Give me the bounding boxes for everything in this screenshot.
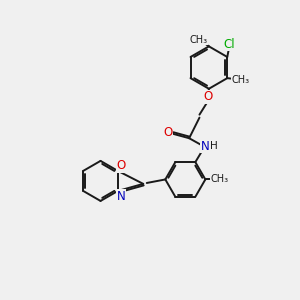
Text: O: O <box>117 159 126 172</box>
Text: N: N <box>117 190 126 203</box>
Text: CH₃: CH₃ <box>232 75 250 85</box>
Text: CH₃: CH₃ <box>211 174 229 184</box>
Text: CH₃: CH₃ <box>189 34 207 45</box>
Text: N: N <box>201 140 210 153</box>
Text: O: O <box>163 126 172 139</box>
Text: O: O <box>204 91 213 103</box>
Text: Cl: Cl <box>223 38 235 51</box>
Text: H: H <box>210 141 218 151</box>
